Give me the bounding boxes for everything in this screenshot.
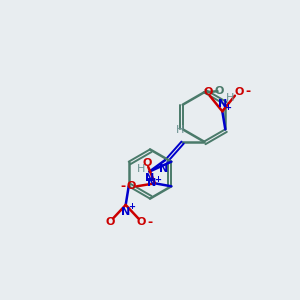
Text: O: O — [235, 87, 244, 97]
Text: N: N — [147, 178, 156, 188]
Text: O: O — [142, 158, 152, 168]
Text: -: - — [245, 85, 250, 98]
Text: -: - — [120, 180, 126, 193]
Text: O: O — [127, 181, 136, 191]
Text: N: N — [218, 99, 227, 109]
Text: O: O — [136, 217, 146, 227]
Text: N: N — [159, 164, 168, 174]
Text: N: N — [121, 207, 130, 217]
Text: N: N — [145, 173, 154, 183]
Text: H: H — [176, 125, 184, 135]
Text: H: H — [226, 93, 235, 103]
Text: H: H — [137, 164, 145, 174]
Text: +: + — [224, 103, 231, 112]
Text: O: O — [203, 87, 213, 97]
Text: O: O — [215, 86, 224, 96]
Text: -: - — [147, 216, 152, 229]
Text: O: O — [105, 217, 115, 227]
Text: +: + — [128, 202, 135, 211]
Text: +: + — [154, 175, 161, 184]
